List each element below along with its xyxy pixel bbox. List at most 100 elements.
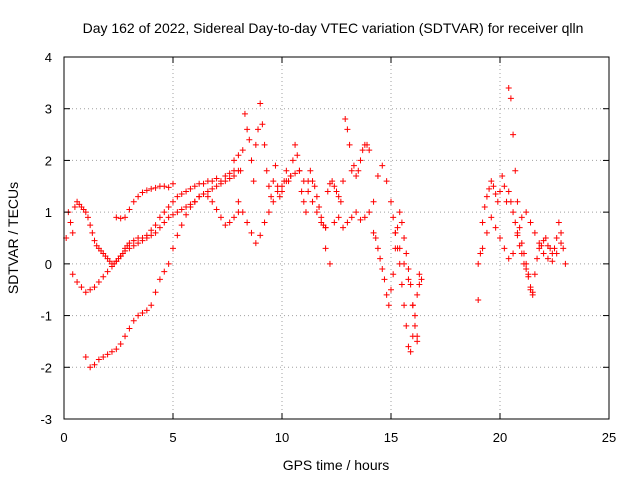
data-point — [309, 198, 316, 205]
data-point — [263, 167, 270, 174]
data-point — [405, 266, 412, 273]
series-track-F — [235, 167, 329, 247]
data-point — [534, 255, 541, 262]
data-point — [113, 214, 120, 221]
series-track-K — [475, 209, 569, 267]
data-point — [265, 183, 272, 190]
data-point — [122, 333, 129, 340]
data-point — [357, 216, 364, 223]
data-point — [409, 302, 416, 309]
y-tick-label: 2 — [45, 153, 52, 168]
data-point — [411, 322, 418, 329]
data-point — [479, 245, 486, 252]
data-point — [542, 235, 549, 241]
data-point — [531, 271, 538, 278]
data-point — [346, 141, 353, 148]
data-point — [279, 183, 285, 190]
data-point — [130, 198, 137, 205]
data-point — [252, 240, 259, 247]
y-tick-label: 3 — [45, 102, 52, 117]
data-point — [379, 162, 386, 169]
data-point — [226, 170, 233, 177]
y-tick-label: -3 — [40, 412, 52, 427]
data-point — [475, 297, 482, 304]
data-point — [156, 214, 163, 221]
data-point — [527, 284, 534, 291]
data-point — [512, 219, 519, 226]
data-point — [390, 214, 397, 221]
data-point — [241, 110, 248, 117]
data-point — [414, 291, 421, 298]
data-point — [246, 136, 253, 143]
data-point — [366, 209, 373, 216]
data-point — [148, 302, 155, 309]
data-point — [520, 260, 527, 267]
data-point — [143, 235, 150, 241]
data-point — [139, 309, 146, 316]
data-point — [340, 178, 347, 185]
data-point — [396, 260, 403, 267]
x-tick-label: 0 — [60, 430, 67, 445]
data-point — [492, 224, 499, 231]
data-point — [161, 183, 168, 190]
data-point — [370, 229, 377, 236]
data-point — [374, 172, 381, 179]
data-point — [272, 162, 279, 169]
data-point — [318, 214, 325, 221]
data-point — [148, 185, 155, 192]
data-point — [523, 209, 530, 216]
data-point — [416, 271, 423, 278]
data-point — [501, 183, 508, 190]
data-point — [331, 183, 338, 190]
data-point — [87, 222, 94, 229]
data-point — [156, 224, 163, 231]
series-track-H — [370, 209, 423, 340]
data-point — [298, 188, 305, 195]
data-point — [510, 131, 517, 138]
data-point — [383, 178, 390, 185]
data-point — [161, 268, 168, 275]
data-point — [392, 229, 399, 236]
data-point — [226, 175, 233, 182]
data-point — [67, 219, 74, 226]
data-point — [217, 214, 224, 221]
data-point — [126, 206, 133, 213]
data-point — [248, 157, 255, 164]
data-point — [289, 157, 296, 164]
data-point — [152, 289, 159, 296]
data-point — [165, 214, 172, 221]
data-point — [337, 198, 344, 205]
data-point — [313, 209, 320, 216]
data-point — [178, 222, 185, 229]
data-point — [239, 209, 246, 216]
data-point — [518, 214, 525, 221]
data-point — [191, 183, 198, 190]
data-point — [130, 237, 137, 244]
data-point — [276, 193, 283, 200]
data-point — [283, 178, 290, 185]
data-point — [516, 242, 523, 249]
data-point — [95, 356, 102, 363]
data-point — [309, 178, 316, 185]
data-point — [499, 172, 506, 179]
series-track-L — [505, 188, 536, 296]
data-point — [178, 206, 185, 213]
data-point — [394, 245, 401, 252]
data-point — [505, 85, 512, 92]
data-point — [152, 229, 159, 236]
data-point — [161, 219, 168, 226]
data-point — [69, 229, 76, 236]
data-point — [348, 214, 355, 221]
data-point — [217, 180, 224, 187]
data-point — [501, 245, 508, 252]
data-point — [84, 214, 91, 221]
data-point — [311, 183, 318, 190]
data-point — [200, 191, 207, 198]
data-point — [313, 193, 320, 200]
data-point — [329, 178, 336, 185]
data-point — [558, 240, 565, 247]
data-point — [483, 193, 490, 200]
data-point — [342, 116, 349, 123]
data-point — [255, 126, 262, 133]
data-point — [108, 348, 115, 355]
